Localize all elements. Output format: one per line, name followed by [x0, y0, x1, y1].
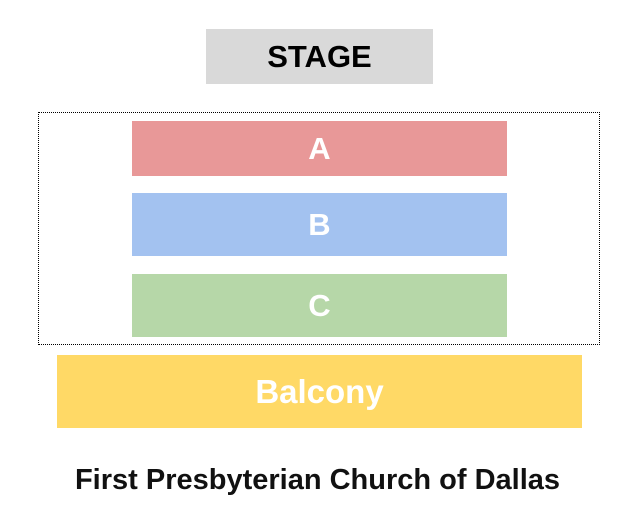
section-c[interactable]: C — [132, 274, 507, 337]
stage-block: STAGE — [206, 29, 433, 84]
section-balcony[interactable]: Balcony — [57, 355, 582, 428]
section-a[interactable]: A — [132, 121, 507, 176]
floor-area-outline — [38, 112, 600, 345]
section-b[interactable]: B — [132, 193, 507, 256]
venue-title: First Presbyterian Church of Dallas — [74, 464, 561, 496]
